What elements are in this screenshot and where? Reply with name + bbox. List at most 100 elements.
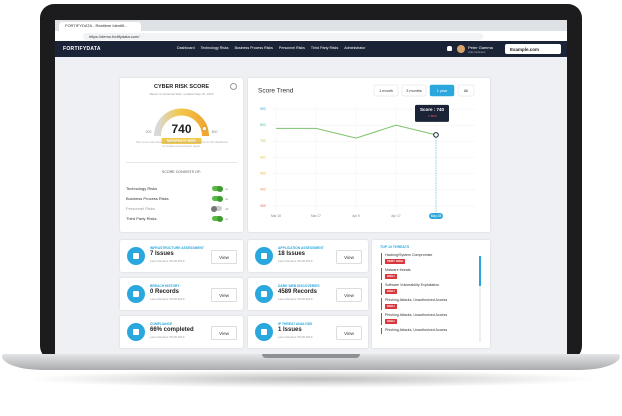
card-title: DARK WEB DISCOVERIES bbox=[278, 284, 320, 288]
card-value: 66% completed bbox=[150, 327, 194, 333]
range-button[interactable] bbox=[457, 84, 475, 97]
view-label: View bbox=[219, 330, 229, 336]
threat-bar bbox=[381, 298, 382, 310]
range-button[interactable] bbox=[401, 84, 427, 97]
x-tick-label: Apr 5 bbox=[352, 214, 360, 218]
view-label: View bbox=[344, 292, 354, 298]
domain-box[interactable] bbox=[505, 44, 561, 54]
card-icon-glyph bbox=[261, 253, 267, 259]
card-value: 18 Issues bbox=[278, 251, 306, 257]
score-title: CYBER RISK SCORE bbox=[153, 84, 209, 90]
gauge-marker bbox=[201, 126, 207, 131]
laptop-shadow bbox=[20, 370, 602, 388]
view-button[interactable]: View bbox=[336, 326, 362, 340]
domain: Example.com bbox=[510, 46, 540, 52]
menu-item[interactable]: Administrator bbox=[344, 46, 366, 50]
toggle[interactable] bbox=[212, 206, 222, 211]
threat-name: Software Vulnerability Exploitation bbox=[385, 283, 440, 287]
divider bbox=[126, 162, 237, 163]
summary-card: IP THREAT ANALYSIS 1 Issues Last checked: … bbox=[248, 316, 368, 348]
range-button[interactable] bbox=[373, 84, 399, 97]
threat-badge: VERY HIGH bbox=[385, 259, 406, 264]
card-checked: Last checked: 05.28.2019 bbox=[150, 297, 185, 301]
card-checked: Last checked: 05.28.2019 bbox=[150, 259, 185, 263]
threat-bar bbox=[381, 283, 382, 295]
gauge-min: 200 bbox=[146, 130, 152, 134]
toggle-state: on bbox=[225, 216, 229, 221]
menu-item[interactable]: Technology Risks bbox=[200, 46, 229, 50]
risk-score-card: CYBER RISK SCORE Based on Detected Risk, … bbox=[120, 78, 243, 232]
tooltip bbox=[415, 104, 449, 122]
view-button[interactable]: View bbox=[336, 288, 362, 302]
x-tick-label: May 28 bbox=[431, 214, 442, 218]
menu-item[interactable]: Business Process Risks bbox=[234, 46, 273, 50]
threats-card: TOP 10 THREATS Hacking/System Compromise V… bbox=[372, 240, 490, 348]
card-checked: Last checked: 05.28.2019 bbox=[278, 259, 313, 263]
url-box[interactable] bbox=[83, 32, 483, 40]
x-tick-label: Mar 18 bbox=[271, 214, 281, 218]
range-label: 1 month bbox=[379, 89, 393, 93]
logo[interactable]: FORTIFYDATA bbox=[63, 46, 101, 52]
card-checked: Last checked: 05.28.2019 bbox=[278, 297, 313, 301]
card-icon-glyph bbox=[261, 291, 267, 297]
toggle-knob bbox=[217, 185, 223, 192]
view-button[interactable]: View bbox=[211, 250, 237, 264]
component-label: Business Process Risks bbox=[126, 196, 169, 201]
threat-name: Phishing Attacks, Unauthorized Access bbox=[385, 298, 448, 302]
browser-tab[interactable] bbox=[59, 22, 141, 31]
bell-icon[interactable] bbox=[447, 46, 452, 51]
trend-line bbox=[276, 124, 437, 139]
card-value: 1 Issues bbox=[278, 327, 302, 333]
view-label: View bbox=[219, 292, 229, 298]
threat-bar bbox=[381, 328, 382, 334]
score-value: 740 bbox=[171, 122, 191, 136]
threat-bar bbox=[381, 313, 382, 325]
y-tick-label: 700 bbox=[260, 139, 266, 143]
info-icon[interactable] bbox=[230, 83, 237, 90]
y-tick-label: 500 bbox=[260, 172, 266, 176]
score-note: This score has been adjusted based on mo… bbox=[135, 140, 228, 148]
navbar bbox=[55, 41, 567, 57]
avatar[interactable] bbox=[457, 44, 465, 53]
toggle-state: on bbox=[225, 196, 229, 201]
range-button[interactable] bbox=[429, 84, 455, 97]
component-label: Personnel Risks bbox=[126, 206, 155, 211]
y-tick-label: 800 bbox=[260, 123, 266, 127]
user-role: Administrator bbox=[468, 50, 486, 54]
card-icon-glyph bbox=[133, 291, 139, 297]
card-icon-glyph bbox=[133, 329, 139, 335]
trend-chart: Score Trend 1 month 3 months 1 year All 300 40… bbox=[258, 84, 476, 219]
toggle-knob bbox=[217, 195, 223, 202]
toggle-knob bbox=[211, 205, 217, 212]
url: https://demo.fortifydata.com/ bbox=[89, 33, 140, 39]
card-title: IP THREAT ANALYSIS bbox=[278, 322, 313, 326]
view-button[interactable]: View bbox=[211, 326, 237, 340]
threats-title: TOP 10 THREATS bbox=[380, 245, 410, 249]
screen: FORTIFYDATA - Realtime Identifi... https… bbox=[55, 20, 567, 354]
threat-name: Hacking/System Compromise bbox=[385, 253, 433, 257]
threat-name: Phishing Attacks, Unauthorized Access bbox=[385, 328, 448, 332]
threat-badge: HIGH bbox=[385, 274, 397, 279]
view-label: View bbox=[344, 254, 354, 260]
card-title: COMPLIANCE bbox=[150, 322, 173, 326]
menu-item[interactable]: Personnel Risks bbox=[278, 46, 305, 50]
tab-bar bbox=[55, 20, 567, 31]
summary-card: BREACH HISTORY 0 Records Last checked: 05.… bbox=[120, 278, 243, 310]
view-button[interactable]: View bbox=[336, 250, 362, 264]
menu-item[interactable]: Third Party Risks bbox=[310, 46, 339, 50]
scroll-thumb bbox=[479, 256, 481, 286]
view-button[interactable]: View bbox=[211, 288, 237, 302]
threat-badge: HIGH bbox=[385, 319, 397, 324]
range-label: 1 year bbox=[437, 89, 448, 93]
summary-card: APPLICATION ASSESSMENT 18 Issues Last chec… bbox=[248, 240, 368, 272]
threat-bar bbox=[381, 253, 382, 265]
scroll-track bbox=[479, 256, 481, 342]
tab-title: FORTIFYDATA - Realtime Identifi... bbox=[65, 23, 128, 28]
menu-item[interactable]: Dashboard bbox=[177, 46, 195, 50]
y-tick-label: 900 bbox=[260, 107, 266, 111]
threat-name: Phishing Attacks, Unauthorized Access bbox=[385, 313, 448, 317]
x-label-pill bbox=[429, 213, 443, 219]
last-point bbox=[433, 132, 439, 138]
user-name[interactable]: Peter Gamma bbox=[468, 44, 493, 50]
